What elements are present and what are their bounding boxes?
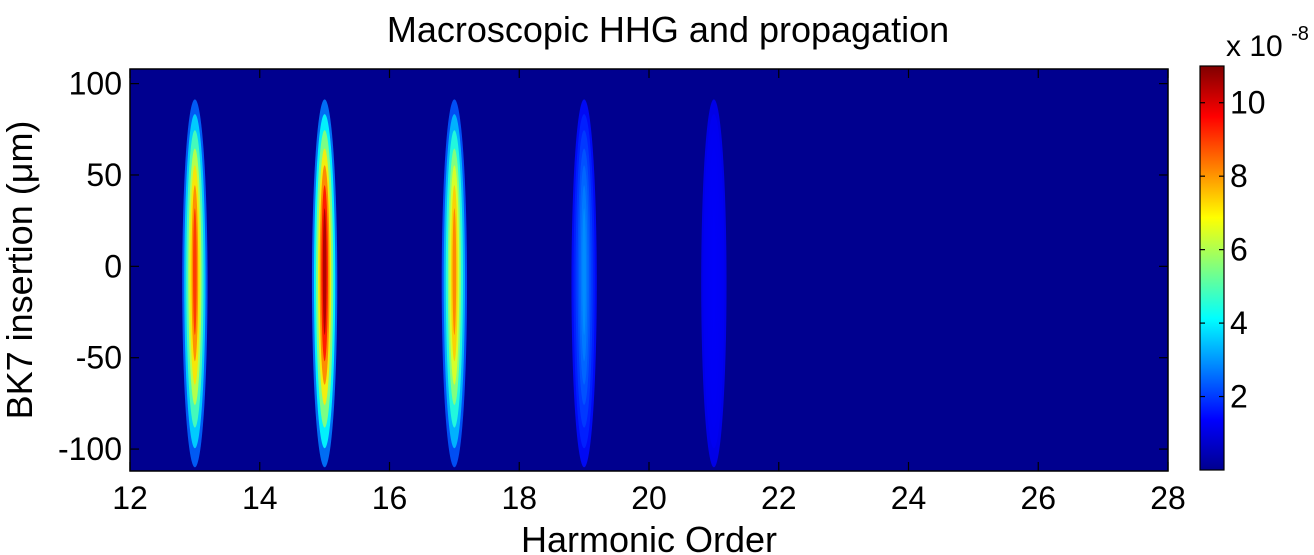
colorbar-multiplier-exponent: -8	[1291, 23, 1309, 45]
plot-background	[130, 69, 1168, 471]
harmonic-band-15	[311, 99, 338, 468]
harmonic-band-19	[571, 99, 597, 468]
band-contour-19	[582, 208, 586, 335]
colorbar: 2 4 6 8 10 x 10 -8	[1199, 23, 1309, 471]
plot-area	[129, 68, 1169, 472]
colorbar-ticks: 2 4 6 8 10	[1200, 85, 1266, 415]
chart-title: Macroscopic HHG and propagation	[387, 9, 949, 50]
y-tick-label: 0	[104, 248, 122, 284]
y-tick-label: 100	[69, 66, 122, 102]
x-tick-label: 14	[242, 480, 278, 516]
y-axis-ticks: 100 50 0 -50 -100	[58, 66, 1168, 467]
colorbar-gradient	[1199, 65, 1225, 471]
x-tick-label: 20	[631, 480, 667, 516]
band-contour-21	[712, 208, 716, 335]
colorbar-tick-label: 6	[1230, 232, 1248, 268]
band-contour-15	[322, 208, 327, 335]
colorbar-multiplier-base: x 10	[1226, 30, 1283, 63]
band-contour-13	[193, 208, 197, 335]
y-axis-label: BK7 insertion (μm)	[0, 121, 40, 420]
harmonic-band-17	[441, 99, 468, 468]
colorbar-tick-label: 2	[1230, 379, 1248, 415]
harmonic-band-21	[701, 99, 727, 468]
colorbar-tick-label: 10	[1230, 85, 1266, 121]
x-tick-label: 22	[761, 480, 797, 516]
x-tick-label: 24	[891, 480, 927, 516]
colorbar-tick-label: 8	[1230, 158, 1248, 194]
harmonic-band-13	[182, 99, 208, 468]
colorbar-multiplier: x 10 -8	[1226, 23, 1309, 63]
colorbar-tick-label: 4	[1230, 305, 1248, 341]
y-tick-label: -50	[76, 340, 122, 376]
y-tick-label: -100	[58, 431, 122, 467]
x-tick-label: 26	[1020, 480, 1056, 516]
x-tick-label: 18	[501, 480, 537, 516]
band-contour-17	[452, 208, 457, 335]
heat-layer	[182, 99, 727, 468]
x-axis-label: Harmonic Order	[521, 519, 777, 555]
x-tick-label: 16	[372, 480, 408, 516]
y-tick-label: 50	[86, 157, 122, 193]
x-tick-label: 28	[1150, 480, 1186, 516]
x-axis-ticks: 12 14 16 18 20 22 24 26 28	[112, 69, 1186, 516]
x-tick-label: 12	[112, 480, 148, 516]
